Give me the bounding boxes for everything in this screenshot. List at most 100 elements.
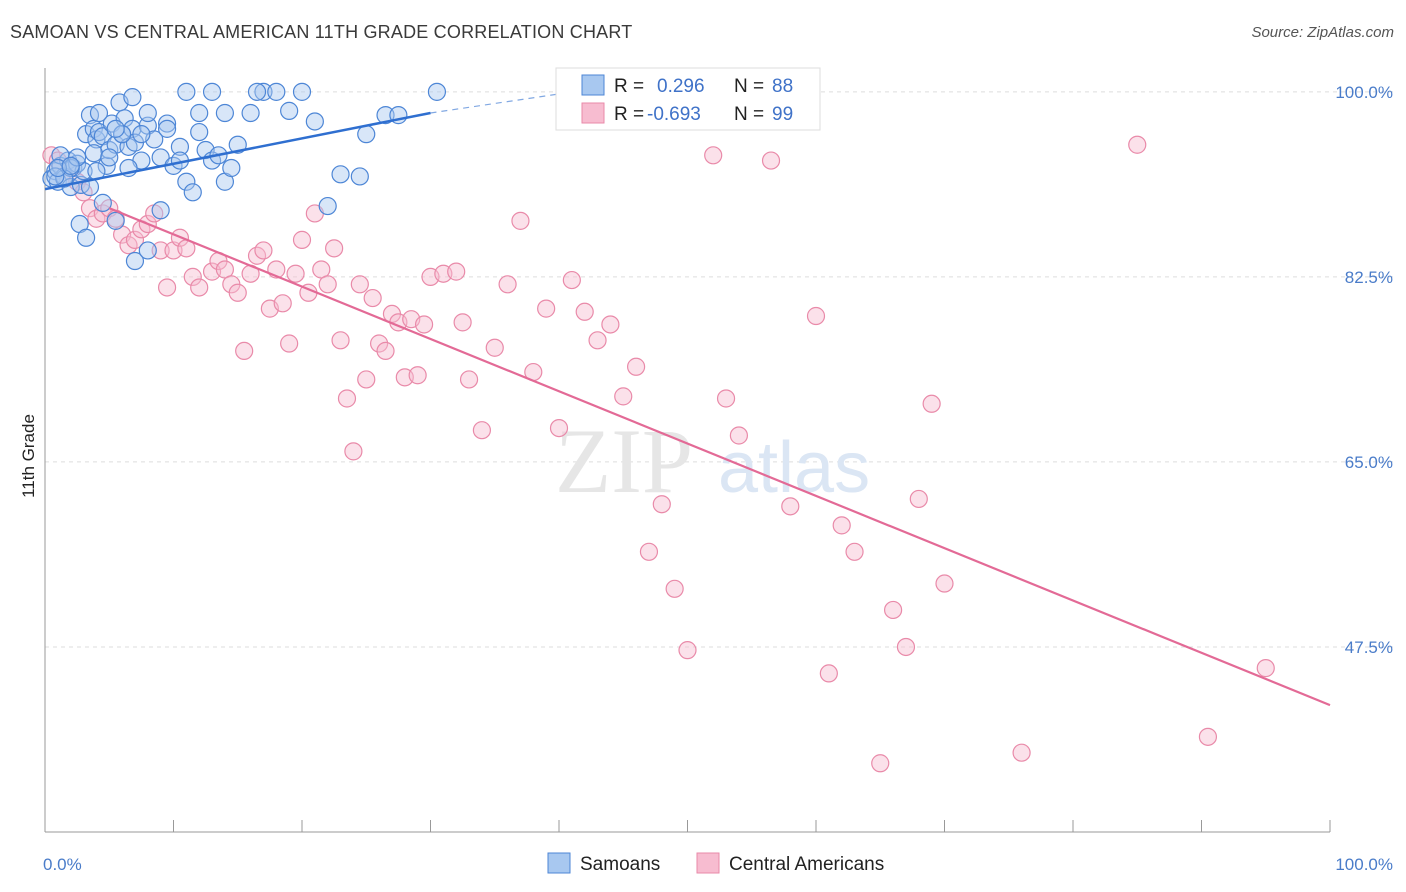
central-american-point-68 <box>537 299 556 318</box>
central-american-point-32 <box>254 241 273 260</box>
central-american-point-47 <box>350 275 369 294</box>
central-american-point-46 <box>344 442 363 461</box>
watermark: ZIP atlas <box>555 410 870 512</box>
central-american-point-97 <box>1128 135 1147 154</box>
central-american-point-23 <box>190 278 209 297</box>
central-american-point-29 <box>235 341 254 361</box>
watermark-zip: ZIP <box>555 410 693 512</box>
central-american-point-62 <box>459 370 479 389</box>
samoan-point-31 <box>157 114 177 133</box>
central-american-point-88 <box>845 542 864 561</box>
samoan-point-85 <box>123 88 142 107</box>
legend-n-label-1: N = <box>734 76 764 97</box>
axes <box>44 68 1331 833</box>
central-american-point-57 <box>414 315 434 334</box>
central-american-point-74 <box>614 387 633 406</box>
samoan-point-47 <box>292 82 312 101</box>
central-american-point-66 <box>511 211 530 230</box>
central-american-point-63 <box>472 421 491 440</box>
central-american-point-73 <box>601 315 620 334</box>
samoan-point-69 <box>138 103 157 123</box>
samoan-point-87 <box>61 156 80 175</box>
central-american-point-84 <box>781 497 800 516</box>
central-american-point-45 <box>337 389 357 408</box>
samoans-points <box>42 82 447 271</box>
correlation-legend: R = 0.296 N = 88 R = -0.693 N = 99 <box>555 67 821 131</box>
samoans-trend-line <box>44 111 431 191</box>
samoan-point-46 <box>280 101 299 120</box>
samoan-point-45 <box>267 82 286 101</box>
central-american-point-37 <box>286 264 305 283</box>
bottom-legend-samoans: Samoans <box>580 854 660 875</box>
bottom-legend-swatch-central-americans <box>696 852 720 874</box>
samoan-point-55 <box>427 82 447 101</box>
central-american-point-83 <box>761 151 781 170</box>
central-american-point-71 <box>575 302 594 321</box>
samoan-point-41 <box>222 158 241 178</box>
samoan-point-70 <box>177 82 196 101</box>
legend-r-label-1: R = <box>614 76 644 97</box>
central-american-point-22 <box>183 267 202 286</box>
central-american-point-90 <box>883 600 903 620</box>
samoan-point-62 <box>151 201 170 220</box>
central-american-point-38 <box>292 230 312 249</box>
samoan-point-58 <box>93 193 112 212</box>
central-american-point-92 <box>909 489 928 509</box>
central-american-point-28 <box>228 283 247 302</box>
central-american-point-50 <box>370 334 389 353</box>
central-american-point-95 <box>1012 743 1031 762</box>
x-tick-label-1: 100.0% <box>1335 855 1393 874</box>
central-american-point-61 <box>453 313 472 332</box>
legend-n-value-2: 99 <box>772 104 793 125</box>
watermark-atlas: atlas <box>718 428 870 508</box>
samoan-point-43 <box>241 103 260 123</box>
samoan-point-51 <box>350 167 369 186</box>
bottom-legend-swatch-samoans <box>547 852 571 874</box>
samoan-point-83 <box>89 103 109 123</box>
tick-labels: 47.5% 65.0% 82.5% 100.0% 0.0% 100.0% <box>43 83 1393 874</box>
y-tick-label-0: 47.5% <box>1345 638 1393 657</box>
samoans-trend-extension <box>430 93 560 114</box>
central-american-point-75 <box>626 357 646 376</box>
x-tick-label-0: 0.0% <box>43 855 82 874</box>
samoan-point-52 <box>357 125 376 144</box>
central-american-point-65 <box>498 275 517 294</box>
central-americans-trend-line <box>108 207 1331 707</box>
central-american-point-51 <box>376 341 395 361</box>
central-american-point-43 <box>325 239 344 258</box>
central-american-point-60 <box>447 262 466 281</box>
central-american-point-77 <box>639 542 659 561</box>
central-american-point-79 <box>678 641 697 660</box>
central-american-point-98 <box>1256 659 1275 678</box>
y-tick-label-1: 65.0% <box>1345 453 1393 472</box>
central-american-point-64 <box>485 338 504 357</box>
samoan-point-53 <box>376 106 395 125</box>
central-american-point-86 <box>819 664 838 683</box>
series-legend: Samoans Central Americans <box>547 852 884 875</box>
central-american-point-93 <box>922 394 941 413</box>
samoan-point-36 <box>190 122 209 142</box>
legend-n-label-2: N = <box>734 104 764 125</box>
legend-n-value-1: 88 <box>772 76 793 97</box>
samoan-point-81 <box>215 103 234 123</box>
central-american-point-56 <box>408 366 427 385</box>
samoan-point-33 <box>170 137 190 156</box>
samoan-point-57 <box>77 228 96 247</box>
central-american-point-81 <box>716 389 736 408</box>
central-american-point-96 <box>1198 727 1218 746</box>
legend-swatch-central-americans <box>581 102 605 124</box>
samoan-point-76 <box>100 148 119 167</box>
legend-r-label-2: R = <box>614 104 644 125</box>
samoan-point-35 <box>183 183 202 202</box>
central-american-point-17 <box>151 241 170 260</box>
legend-r-value-2: -0.693 <box>647 104 701 125</box>
central-american-point-48 <box>357 370 376 389</box>
samoan-point-59 <box>106 211 125 230</box>
samoan-point-50 <box>331 165 350 184</box>
central-american-point-44 <box>331 331 350 350</box>
trend-lines <box>44 93 1331 707</box>
central-americans-points <box>42 135 1275 773</box>
central-american-point-89 <box>871 754 890 773</box>
samoan-point-82 <box>247 82 267 101</box>
samoan-point-34 <box>177 172 196 191</box>
